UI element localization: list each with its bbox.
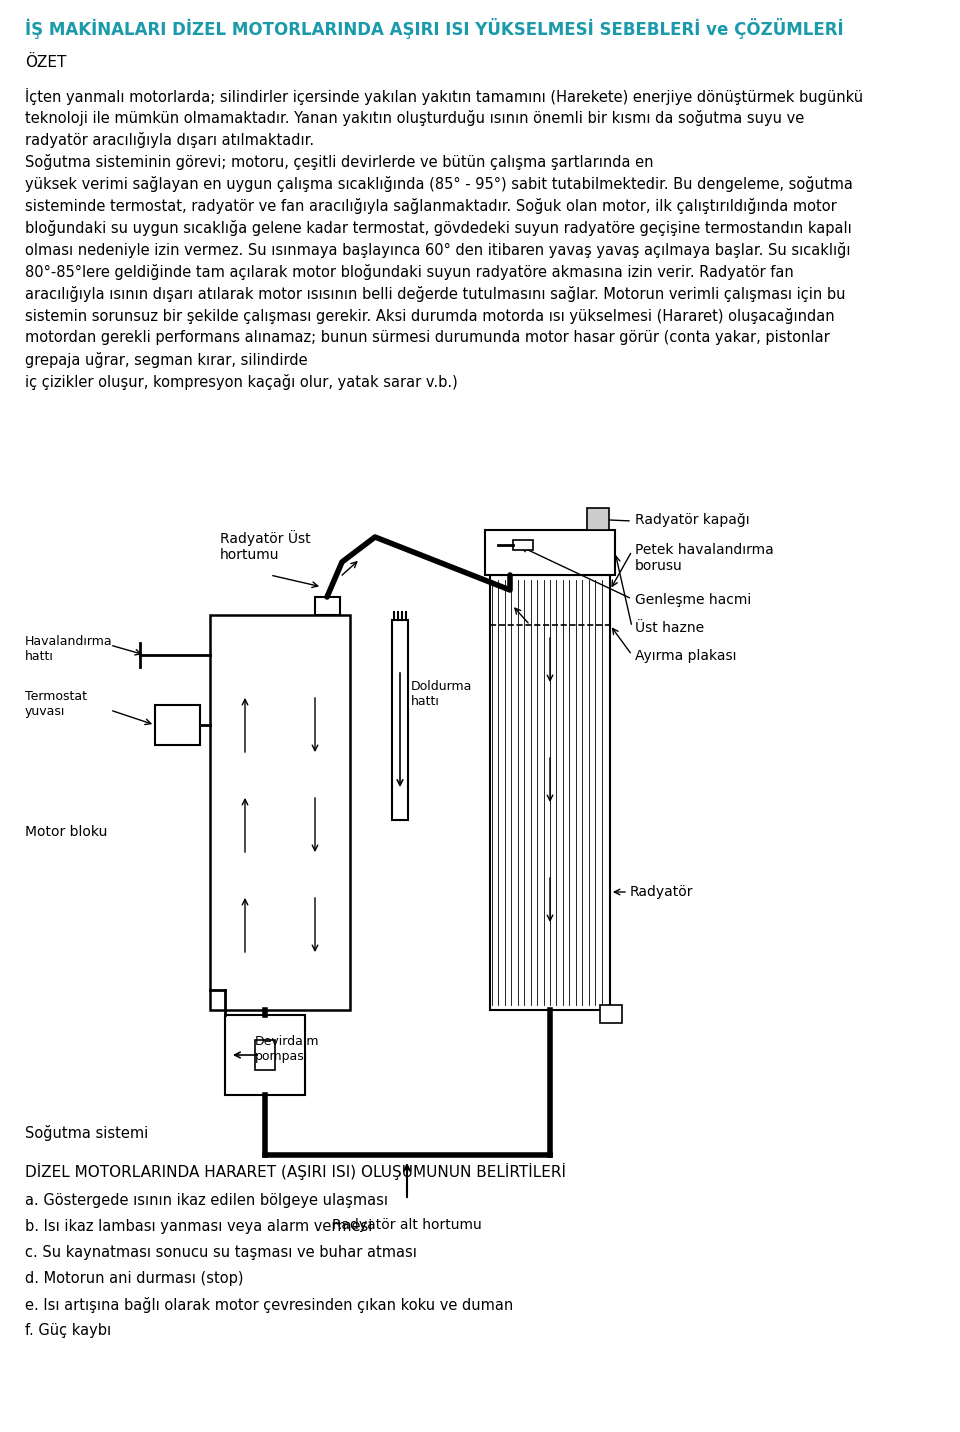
Text: Doldurma
hattı: Doldurma hattı: [411, 680, 472, 707]
Text: ÖZET: ÖZET: [25, 54, 66, 70]
Bar: [587, 508, 609, 530]
Text: yüksek verimi sağlayan en uygun çalışma sıcaklığında (85° - 95°) sabit tutabilme: yüksek verimi sağlayan en uygun çalışma …: [25, 176, 852, 192]
Text: bloğundaki su uygun sıcaklığa gelene kadar termostat, gövdedeki suyun radyatöre : bloğundaki su uygun sıcaklığa gelene kad…: [25, 221, 852, 236]
Bar: [225, 1015, 305, 1095]
Text: grepaja uğrar, segman kırar, silindirde: grepaja uğrar, segman kırar, silindirde: [25, 352, 307, 368]
Text: e. Isı artışına bağlı olarak motor çevresinden çıkan koku ve duman: e. Isı artışına bağlı olarak motor çevre…: [25, 1297, 514, 1313]
Text: DİZEL MOTORLARINDA HARARET (AŞIRI ISI) OLUŞUMUNUN BELİRTİLERİ: DİZEL MOTORLARINDA HARARET (AŞIRI ISI) O…: [25, 1163, 566, 1180]
Text: aracılığıyla ısının dışarı atılarak motor ısısının belli değerde tutulmasını sağ: aracılığıyla ısının dışarı atılarak moto…: [25, 286, 846, 302]
Text: Radyatör alt hortumu: Radyatör alt hortumu: [332, 1219, 482, 1232]
Text: Radyatör: Radyatör: [630, 885, 693, 899]
Text: İçten yanmalı motorlarda; silindirler içersinde yakılan yakıtın tamamını (Hareke: İçten yanmalı motorlarda; silindirler iç…: [25, 87, 863, 105]
Text: radyatör aracılığıyla dışarı atılmaktadır.: radyatör aracılığıyla dışarı atılmaktadı…: [25, 132, 314, 147]
Text: teknoloji ile mümkün olmamaktadır. Yanan yakıtın oluşturduğu ısının önemli bir k: teknoloji ile mümkün olmamaktadır. Yanan…: [25, 110, 804, 126]
Text: a. Göstergede ısının ikaz edilen bölgeye ulaşması: a. Göstergede ısının ikaz edilen bölgeye…: [25, 1193, 388, 1209]
Text: motordan gerekli performans alınamaz; bunun sürmesi durumunda motor hasar görür : motordan gerekli performans alınamaz; bu…: [25, 329, 829, 345]
Bar: [485, 530, 615, 576]
Text: Termostat
yuvası: Termostat yuvası: [25, 690, 87, 717]
Bar: [513, 540, 533, 550]
Text: sisteminde termostat, radyatör ve fan aracılığıyla sağlanmaktadır. Soğuk olan mo: sisteminde termostat, radyatör ve fan ar…: [25, 198, 837, 213]
Text: İŞ MAKİNALARI DİZEL MOTORLARINDA AŞIRI ISI YÜKSELMESİ SEBEBLERİ ve ÇÖZÜMLERİ: İŞ MAKİNALARI DİZEL MOTORLARINDA AŞIRI I…: [25, 19, 844, 39]
Text: c. Su kaynatması sonucu su taşması ve buhar atması: c. Su kaynatması sonucu su taşması ve bu…: [25, 1244, 417, 1260]
Bar: [392, 620, 408, 821]
Text: 80°-85°lere geldiğinde tam açılarak motor bloğundaki suyun radyatöre akmasına iz: 80°-85°lere geldiğinde tam açılarak moto…: [25, 263, 794, 281]
Bar: [490, 576, 610, 1010]
Text: d. Motorun ani durması (stop): d. Motorun ani durması (stop): [25, 1272, 244, 1286]
Bar: [155, 705, 200, 745]
Text: sistemin sorunsuz bir şekilde çalışması gerekir. Aksi durumda motorda ısı yüksel: sistemin sorunsuz bir şekilde çalışması …: [25, 308, 834, 324]
Text: Havalandırma
hattı: Havalandırma hattı: [25, 634, 112, 663]
Text: Soğutma sistemi: Soğutma sistemi: [25, 1126, 148, 1141]
Text: b. Isı ikaz lambası yanması veya alarm vermesi: b. Isı ikaz lambası yanması veya alarm v…: [25, 1219, 372, 1234]
Bar: [600, 1005, 622, 1022]
Bar: [210, 614, 350, 1010]
Text: iç çizikler oluşur, kompresyon kaçağı olur, yatak sarar v.b.): iç çizikler oluşur, kompresyon kaçağı ol…: [25, 374, 458, 390]
Text: Soğutma sisteminin görevi; motoru, çeşitli devirlerde ve bütün çalışma şartların: Soğutma sisteminin görevi; motoru, çeşit…: [25, 155, 654, 170]
Text: Petek havalandırma
borusu: Petek havalandırma borusu: [635, 543, 774, 573]
Text: Genleşme hacmi: Genleşme hacmi: [635, 593, 752, 607]
Text: Devirdaim
pompası: Devirdaim pompası: [255, 1035, 320, 1063]
Text: Ayırma plakası: Ayırma plakası: [635, 649, 736, 663]
Bar: [255, 1040, 275, 1070]
Bar: [315, 597, 340, 614]
Text: f. Güç kaybı: f. Güç kaybı: [25, 1323, 111, 1337]
Text: olması nedeniyle izin vermez. Su ısınmaya başlayınca 60° den itibaren yavaş yava: olması nedeniyle izin vermez. Su ısınmay…: [25, 242, 851, 258]
Text: Radyatör Üst
hortumu: Radyatör Üst hortumu: [220, 530, 311, 563]
Text: Motor bloku: Motor bloku: [25, 825, 108, 839]
Text: Üst hazne: Üst hazne: [635, 621, 704, 634]
Text: Radyatör kapağı: Radyatör kapağı: [635, 513, 750, 527]
